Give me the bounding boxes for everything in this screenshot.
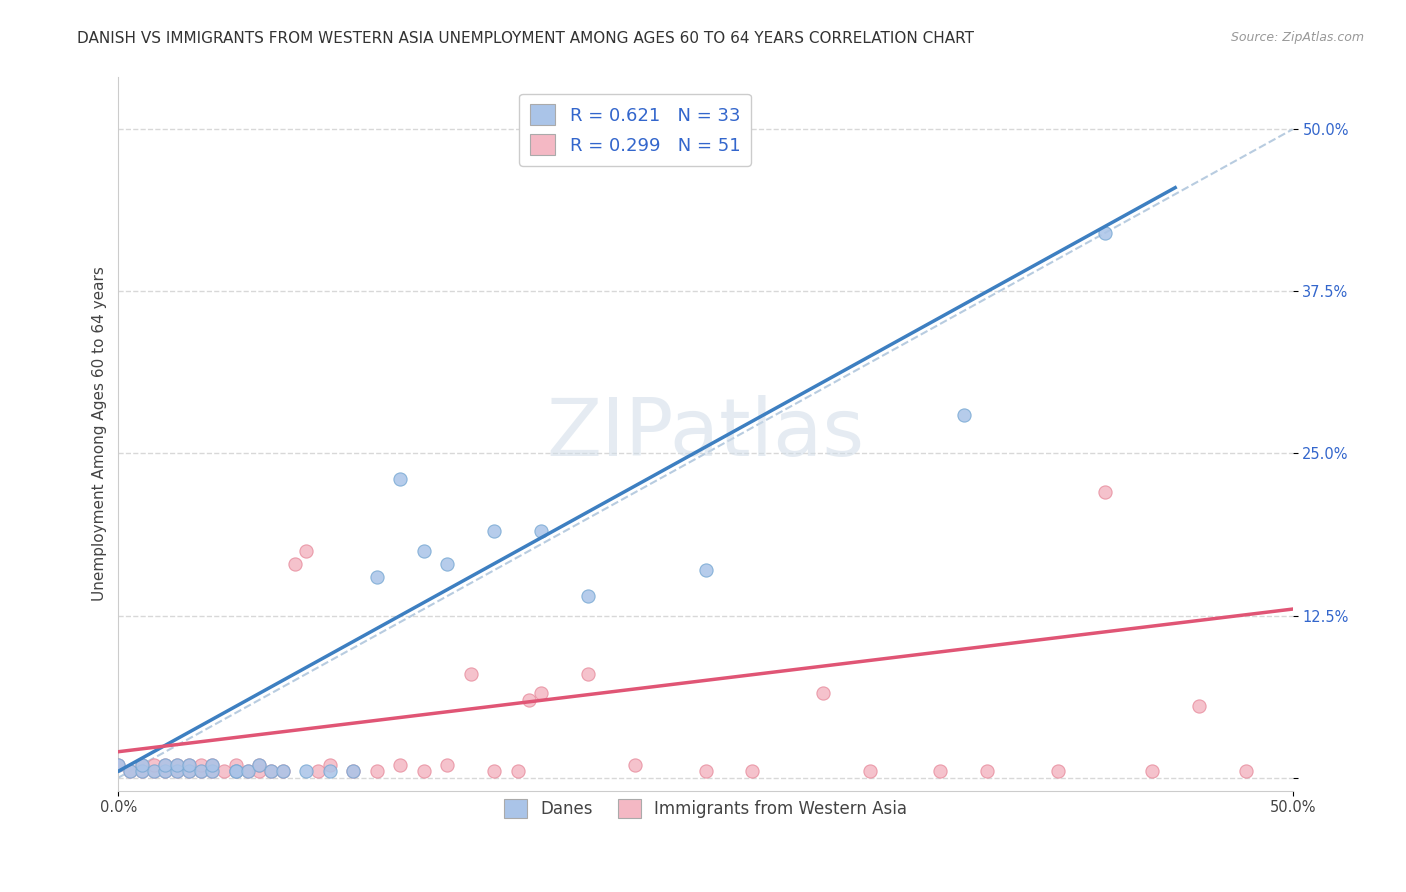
Point: [247, 757, 270, 772]
Point: [1094, 226, 1116, 240]
Point: [155, 764, 177, 779]
Point: [1188, 699, 1211, 714]
Point: [1094, 485, 1116, 500]
Point: [929, 764, 952, 779]
Point: [576, 666, 599, 681]
Point: [412, 543, 434, 558]
Point: [482, 524, 505, 539]
Point: [225, 757, 247, 772]
Text: DANISH VS IMMIGRANTS FROM WESTERN ASIA UNEMPLOYMENT AMONG AGES 60 TO 64 YEARS CO: DANISH VS IMMIGRANTS FROM WESTERN ASIA U…: [77, 31, 974, 46]
Point: [201, 764, 224, 779]
Point: [131, 757, 153, 772]
Point: [859, 764, 882, 779]
Point: [190, 757, 212, 772]
Point: [307, 764, 329, 779]
Point: [177, 764, 200, 779]
Point: [436, 757, 458, 772]
Point: [695, 563, 717, 577]
Point: [342, 764, 364, 779]
Point: [155, 757, 177, 772]
Point: [142, 764, 165, 779]
Point: [131, 764, 153, 779]
Point: [120, 764, 142, 779]
Point: [953, 408, 976, 422]
Point: [366, 764, 388, 779]
Point: [530, 686, 553, 700]
Point: [284, 557, 307, 571]
Y-axis label: Unemployment Among Ages 60 to 64 years: Unemployment Among Ages 60 to 64 years: [93, 267, 107, 601]
Point: [319, 757, 342, 772]
Point: [319, 764, 342, 779]
Point: [120, 764, 142, 779]
Point: [482, 764, 505, 779]
Point: [271, 764, 294, 779]
Point: [107, 757, 129, 772]
Point: [624, 757, 647, 772]
Point: [236, 764, 259, 779]
Point: [576, 589, 599, 603]
Point: [155, 764, 177, 779]
Point: [201, 764, 224, 779]
Point: [260, 764, 283, 779]
Point: [389, 757, 412, 772]
Point: [166, 764, 188, 779]
Point: [247, 757, 270, 772]
Point: [131, 764, 153, 779]
Point: [741, 764, 763, 779]
Text: ZIPatlas: ZIPatlas: [547, 395, 865, 473]
Point: [295, 764, 318, 779]
Point: [271, 764, 294, 779]
Point: [166, 757, 188, 772]
Legend: Danes, Immigrants from Western Asia: Danes, Immigrants from Western Asia: [496, 792, 914, 825]
Point: [389, 472, 412, 486]
Point: [142, 764, 165, 779]
Text: Source: ZipAtlas.com: Source: ZipAtlas.com: [1230, 31, 1364, 45]
Point: [190, 764, 212, 779]
Point: [166, 764, 188, 779]
Point: [342, 764, 364, 779]
Point: [201, 757, 224, 772]
Point: [519, 693, 541, 707]
Point: [976, 764, 998, 779]
Point: [212, 764, 235, 779]
Point: [1140, 764, 1163, 779]
Point: [225, 764, 247, 779]
Point: [412, 764, 434, 779]
Point: [506, 764, 529, 779]
Point: [155, 757, 177, 772]
Point: [177, 757, 200, 772]
Point: [131, 757, 153, 772]
Point: [695, 764, 717, 779]
Point: [1234, 764, 1257, 779]
Point: [225, 764, 247, 779]
Point: [107, 757, 129, 772]
Point: [225, 764, 247, 779]
Point: [142, 757, 165, 772]
Point: [201, 757, 224, 772]
Point: [1046, 764, 1069, 779]
Point: [530, 524, 553, 539]
Point: [236, 764, 259, 779]
Point: [366, 569, 388, 583]
Point: [247, 764, 270, 779]
Point: [177, 757, 200, 772]
Point: [190, 764, 212, 779]
Point: [260, 764, 283, 779]
Point: [460, 666, 482, 681]
Point: [295, 543, 318, 558]
Point: [811, 686, 834, 700]
Point: [166, 757, 188, 772]
Point: [436, 557, 458, 571]
Point: [177, 764, 200, 779]
